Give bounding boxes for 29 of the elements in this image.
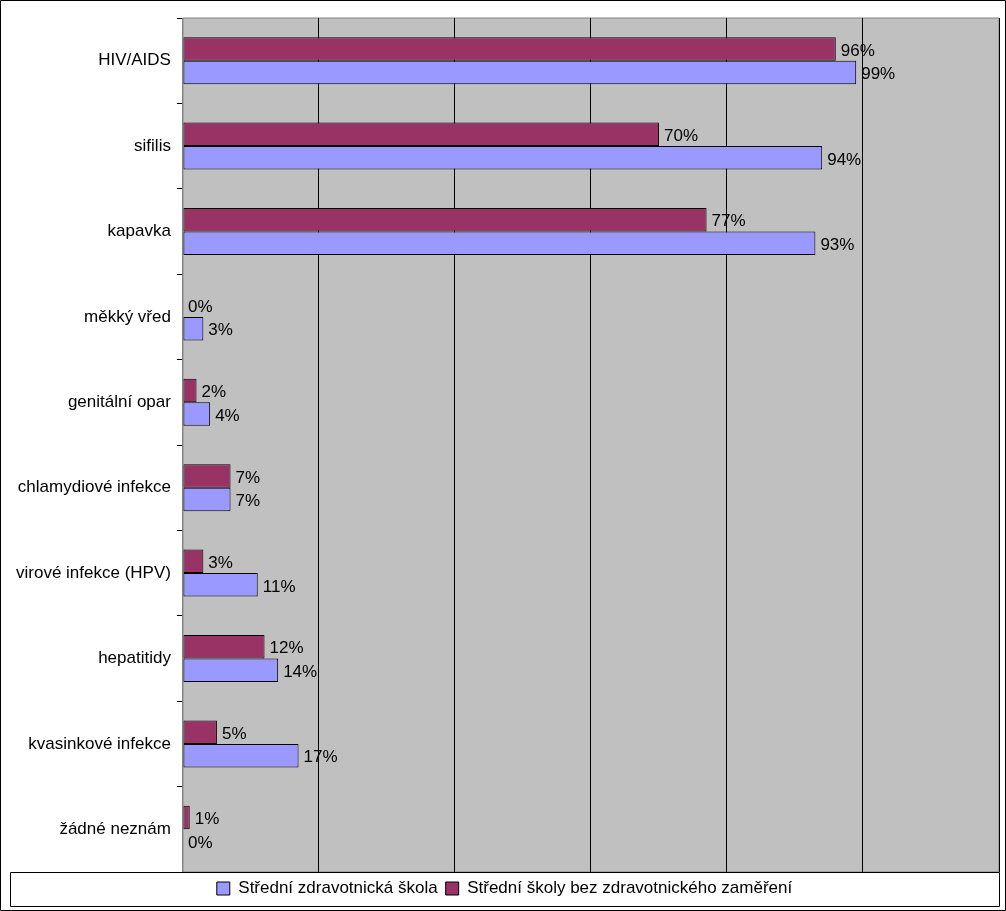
data-label: 5%	[221, 723, 247, 743]
y-tick-label: žádné neznám	[59, 818, 171, 838]
data-label: 99%	[861, 64, 896, 84]
y-tick-label: kapavka	[107, 221, 172, 241]
data-label: 2%	[201, 382, 227, 402]
data-label: 3%	[208, 320, 233, 340]
data-label: 0%	[187, 832, 213, 852]
legend-label: Střední školy bez zdravotnického zaměření	[467, 878, 793, 898]
data-label: 12%	[269, 638, 304, 658]
data-label: 7%	[235, 491, 261, 511]
data-label: 3%	[208, 553, 233, 573]
data-label: 93%	[820, 234, 855, 254]
y-tick-label: genitální opar	[67, 391, 172, 411]
y-tick-label: HIV/AIDS	[98, 50, 171, 70]
y-tick-label: chlamydiové infekce	[17, 477, 171, 497]
y-tick-label: hepatitidy	[98, 648, 172, 668]
y-tick-label: měkký vřed	[84, 306, 171, 326]
data-label: 14%	[283, 661, 318, 681]
y-tick-label: virové infekce (HPV)	[16, 562, 171, 582]
legend-label: Střední zdravotnická škola	[238, 878, 439, 898]
y-tick-label: sifilis	[134, 135, 171, 155]
data-label: 4%	[215, 405, 240, 425]
data-label: 94%	[827, 149, 862, 169]
data-label: 0%	[187, 296, 213, 316]
data-label: 7%	[235, 467, 261, 487]
data-label: 11%	[262, 576, 296, 596]
y-tick-label: kvasinkové infekce	[28, 733, 171, 753]
data-label: 70%	[663, 126, 698, 146]
data-label: 1%	[194, 809, 220, 829]
